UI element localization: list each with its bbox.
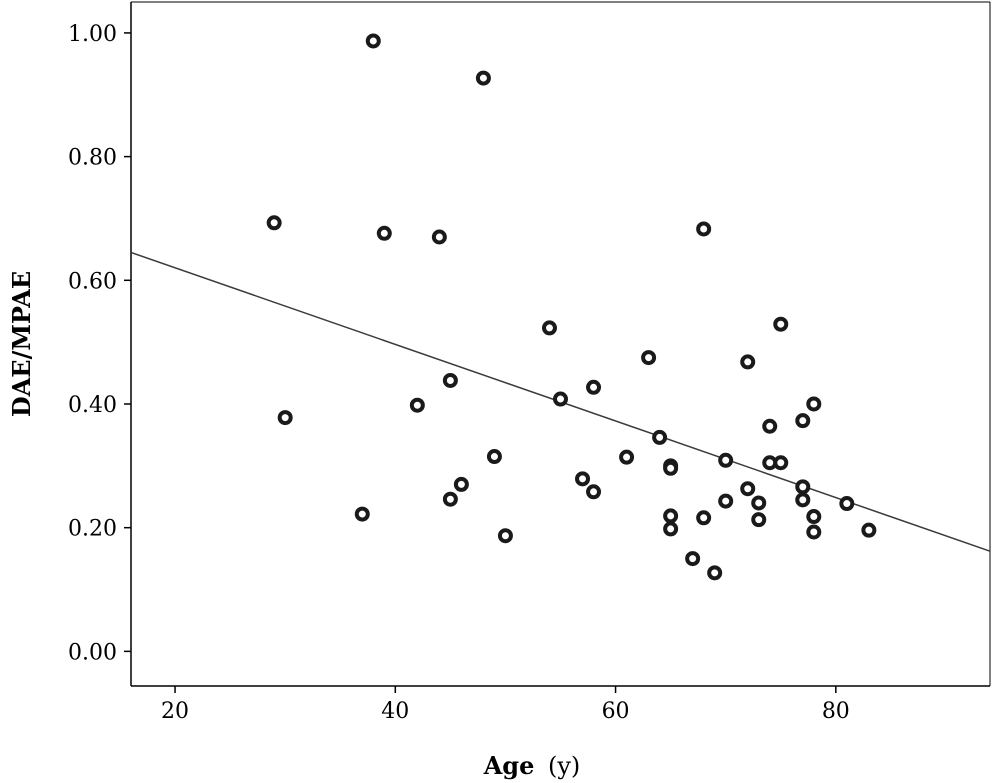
x-tick-label: 40 xyxy=(381,699,409,724)
data-point xyxy=(663,521,679,537)
data-point xyxy=(696,221,712,237)
data-point xyxy=(497,528,513,544)
data-point xyxy=(707,565,723,581)
data-point xyxy=(619,449,635,465)
data-point xyxy=(773,455,789,471)
data-point xyxy=(277,410,293,426)
data-point xyxy=(795,479,811,495)
data-point xyxy=(541,320,557,336)
y-tick-label: 0.20 xyxy=(68,517,117,542)
data-point xyxy=(553,391,568,407)
data-point xyxy=(773,316,789,332)
data-point xyxy=(409,397,425,413)
data-point xyxy=(652,429,668,445)
data-point xyxy=(806,509,822,525)
data-point xyxy=(365,33,381,49)
y-tick-label: 0.40 xyxy=(68,393,117,418)
x-ticks: 20 40 60 80 xyxy=(161,686,850,724)
data-point xyxy=(663,460,679,476)
data-point xyxy=(762,418,778,434)
data-point xyxy=(751,495,767,511)
data-point xyxy=(718,493,734,509)
data-point xyxy=(354,506,370,522)
data-point xyxy=(696,510,712,526)
data-point xyxy=(806,396,822,412)
data-point xyxy=(586,484,602,500)
y-tick-label: 1.00 xyxy=(68,22,117,47)
y-axis-title: DAE/MPAE xyxy=(7,271,36,417)
x-tick-label: 80 xyxy=(822,699,850,724)
x-tick-label: 20 xyxy=(161,699,189,724)
data-point xyxy=(751,512,767,528)
plot-area: 20 40 60 80 0.00 0.20 0.40 0.60 0.80 1.00 xyxy=(68,1,991,724)
y-ticks: 0.00 0.20 0.40 0.60 0.80 1.00 xyxy=(68,22,131,665)
data-point xyxy=(795,413,811,429)
data-point xyxy=(740,354,756,370)
y-tick-label: 0.00 xyxy=(68,640,117,665)
data-point xyxy=(442,491,458,507)
data-point xyxy=(266,215,282,231)
data-point xyxy=(718,452,734,468)
data-point xyxy=(641,350,657,366)
data-point xyxy=(431,229,447,245)
data-point xyxy=(861,522,877,538)
data-point xyxy=(442,372,458,388)
data-point xyxy=(740,481,756,497)
data-point xyxy=(575,471,591,487)
data-point xyxy=(475,70,491,86)
data-point xyxy=(486,449,502,465)
x-axis-title-unit: (y) xyxy=(548,752,580,780)
y-tick-label: 0.60 xyxy=(68,269,117,294)
data-point xyxy=(806,524,822,540)
data-point xyxy=(795,492,811,508)
x-axis-title: Age (y) xyxy=(483,751,581,780)
data-point xyxy=(586,379,602,395)
data-point xyxy=(663,508,679,524)
data-point xyxy=(453,476,469,492)
x-axis-title-main: Age xyxy=(483,751,535,780)
data-point xyxy=(839,496,855,512)
x-tick-label: 60 xyxy=(602,699,630,724)
data-points xyxy=(266,33,877,581)
data-point xyxy=(685,551,701,567)
data-point xyxy=(376,225,392,241)
y-tick-label: 0.80 xyxy=(68,146,117,171)
